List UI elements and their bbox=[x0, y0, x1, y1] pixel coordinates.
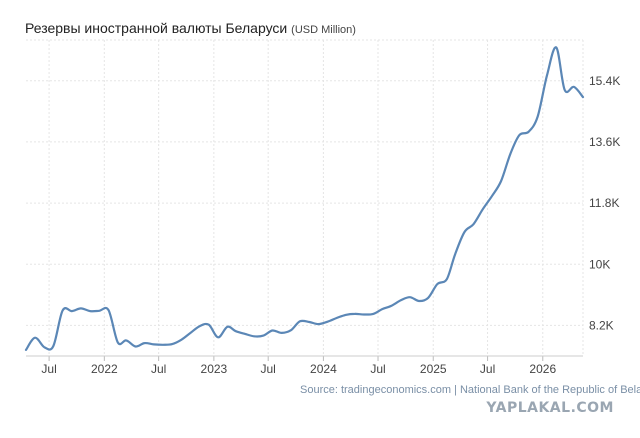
data-point bbox=[318, 324, 319, 325]
data-point bbox=[44, 347, 45, 348]
y-tick-label: 11.8K bbox=[589, 196, 619, 210]
data-point bbox=[573, 86, 574, 87]
y-tick-label: 8.2K bbox=[589, 318, 614, 332]
y-tick-label: 10K bbox=[589, 257, 610, 271]
data-point bbox=[491, 196, 492, 197]
watermark-logo: YAPLAKAL.COM bbox=[486, 400, 614, 416]
data-point bbox=[473, 224, 474, 225]
data-point bbox=[71, 311, 72, 312]
data-point bbox=[190, 332, 191, 333]
x-tick-label: Jul bbox=[151, 362, 166, 376]
data-point bbox=[135, 346, 136, 347]
data-point bbox=[254, 336, 255, 337]
data-point bbox=[281, 332, 282, 333]
x-tick-label: Jul bbox=[41, 362, 56, 376]
data-point bbox=[345, 314, 346, 315]
data-point bbox=[327, 321, 328, 322]
data-point bbox=[53, 346, 54, 347]
data-point bbox=[117, 342, 118, 343]
data-point bbox=[354, 313, 355, 314]
data-point bbox=[528, 131, 529, 132]
data-point bbox=[373, 313, 374, 314]
data-point bbox=[363, 314, 364, 315]
data-point bbox=[208, 324, 209, 325]
x-tick-label: 2024 bbox=[310, 362, 337, 376]
data-point bbox=[564, 89, 565, 90]
chart-unit: (USD Million) bbox=[291, 24, 356, 36]
data-point bbox=[446, 279, 447, 280]
y-tick-label: 13.6K bbox=[589, 135, 620, 149]
data-point bbox=[309, 321, 310, 322]
data-point bbox=[382, 309, 383, 310]
data-point bbox=[34, 337, 35, 338]
x-tick-label: 2022 bbox=[91, 362, 118, 376]
data-point bbox=[162, 344, 163, 345]
data-point bbox=[437, 283, 438, 284]
data-point bbox=[181, 339, 182, 340]
data-point bbox=[235, 331, 236, 332]
data-point bbox=[400, 300, 401, 301]
data-point bbox=[172, 344, 173, 345]
data-point bbox=[419, 300, 420, 301]
x-tick-label: 2023 bbox=[201, 362, 228, 376]
line-chart: 8.2K 10K 11.8K 13.6K 15.4K Jul 2022 Jul 2023 Jul 2… bbox=[24, 39, 620, 376]
data-point bbox=[391, 305, 392, 306]
x-tick-label: 2026 bbox=[529, 362, 556, 376]
x-tick-label: Jul bbox=[370, 362, 385, 376]
chart-title: Резервы иностранной валюты Беларуси (USD… bbox=[25, 20, 356, 36]
data-point bbox=[482, 209, 483, 210]
data-point bbox=[546, 75, 547, 76]
data-point bbox=[519, 135, 520, 136]
data-point bbox=[409, 297, 410, 298]
data-point bbox=[455, 254, 456, 255]
data-point bbox=[537, 116, 538, 117]
data-point bbox=[272, 330, 273, 331]
data-point bbox=[582, 97, 583, 98]
data-point bbox=[25, 349, 26, 350]
data-point bbox=[245, 333, 246, 334]
x-tick-label: Jul bbox=[261, 362, 276, 376]
data-point bbox=[464, 231, 465, 232]
data-point bbox=[144, 343, 145, 344]
data-point bbox=[108, 310, 109, 311]
data-point bbox=[501, 180, 502, 181]
data-point bbox=[336, 317, 337, 318]
data-point bbox=[62, 310, 63, 311]
data-point bbox=[510, 153, 511, 154]
y-tick-label: 15.4K bbox=[589, 74, 620, 88]
data-point bbox=[227, 326, 228, 327]
data-point bbox=[263, 335, 264, 336]
data-point bbox=[126, 340, 127, 341]
data-point bbox=[80, 308, 81, 309]
data-point bbox=[290, 330, 291, 331]
series-line bbox=[24, 46, 585, 351]
x-tick-label: 2025 bbox=[420, 362, 447, 376]
data-point bbox=[99, 310, 100, 311]
data-point bbox=[90, 311, 91, 312]
source-note: Source: tradingeconomics.com | National … bbox=[300, 384, 640, 396]
data-point bbox=[428, 297, 429, 298]
data-point bbox=[199, 326, 200, 327]
x-tick-label: Jul bbox=[480, 362, 495, 376]
chart-title-text: Резервы иностранной валюты Беларуси bbox=[25, 20, 288, 36]
data-point bbox=[218, 337, 219, 338]
data-point bbox=[299, 321, 300, 322]
data-point bbox=[153, 344, 154, 345]
data-point bbox=[556, 47, 557, 48]
